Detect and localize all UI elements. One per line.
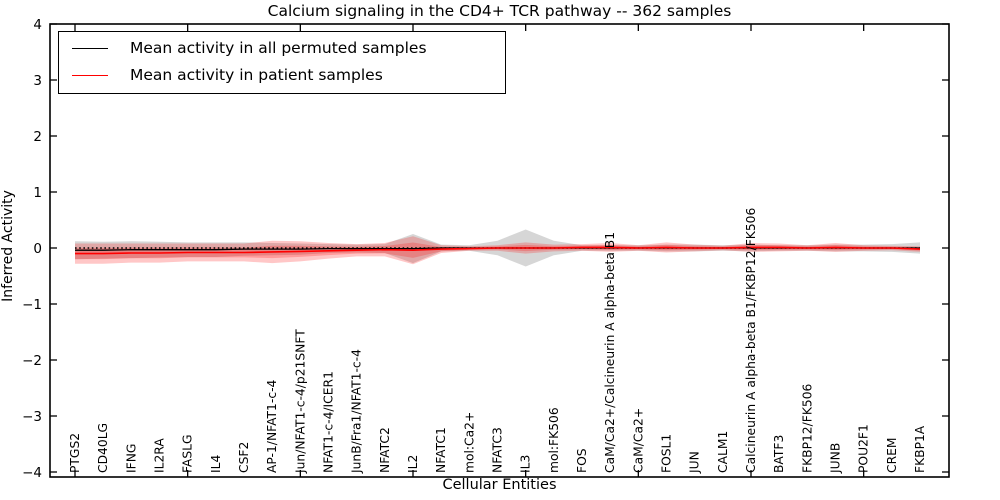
y-tick-label: 4 [33,17,42,33]
y-tick-label: 1 [33,185,42,201]
legend-label-patient: Mean activity in patient samples [130,65,383,84]
entity-label: CREM [885,437,899,473]
entity-label: CD40LG [96,423,110,473]
y-tick-label: 2 [33,129,42,145]
legend: Mean activity in all permuted samples Me… [58,31,506,94]
plot-frame [49,23,950,478]
entity-label: FKBP12/FK506 [800,383,814,473]
entity-label: mol:FK506 [547,407,561,473]
entity-label: JUN [688,451,702,474]
entity-label: FKBP1A [913,425,927,473]
entity-label: NFATC3 [491,427,505,473]
y-tick-label: −1 [22,297,42,313]
entity-label: FOSL1 [660,434,674,473]
y-tick-label: 3 [33,73,42,89]
legend-label-permuted: Mean activity in all permuted samples [130,39,427,57]
entity-label: IFNG [124,444,138,473]
patient-mean-line [75,246,921,255]
entity-label: IL2 [406,455,420,473]
entity-label: PTGS2 [68,433,82,473]
y-tick-label: 0 [33,241,42,257]
x-axis-label: Cellular Entities [442,477,557,493]
entity-label: BATF3 [772,435,786,473]
entity-label: CaM/Ca2+/Calcineurin A alpha-beta B1 [603,232,617,473]
entity-label: IL2RA [153,438,167,473]
y-tick-label: −3 [22,409,42,425]
entity-label: Calcineurin A alpha-beta B1/FKBP12/FK506 [744,208,758,473]
patient-std-band-outer [75,236,920,265]
entity-label: IL4 [209,455,223,473]
entity-label: mol:Ca2+ [462,412,476,473]
legend-entry-patient: Mean activity in patient samples [72,65,492,85]
entity-label: POU2F1 [857,424,871,473]
legend-line-sample-black [72,48,108,50]
patient-std-band-inner [75,242,920,260]
entity-label: IL3 [519,455,533,473]
y-tick-label: −2 [22,353,42,369]
y-axis-label: Inferred Activity [0,190,16,302]
legend-entry-permuted: Mean activity in all permuted samples [72,39,492,58]
entity-label: JunB/Fra1/NFAT1-c-4 [350,349,364,474]
entity-label: CSF2 [237,442,251,473]
entity-label: AP-1/NFAT1-c-4 [265,379,279,473]
y-tick-label: −4 [22,465,42,481]
chart-title: Calcium signaling in the CD4+ TCR pathwa… [267,2,732,20]
entity-label: NFATC1 [434,427,448,473]
legend-line-sample-red [72,75,108,77]
entity-label: FASLG [181,434,195,473]
entity-label: FOS [575,448,589,473]
entity-label: CALM1 [716,431,730,473]
entity-label: CaM/Ca2+ [631,408,645,473]
entity-label: Jun/NFAT1-c-4/p21SNFT [293,329,307,474]
entity-label: NFATC2 [378,427,392,473]
entity-label: JUNB [829,443,843,474]
entity-label: NFAT1-c-4/ICER1 [322,371,336,473]
